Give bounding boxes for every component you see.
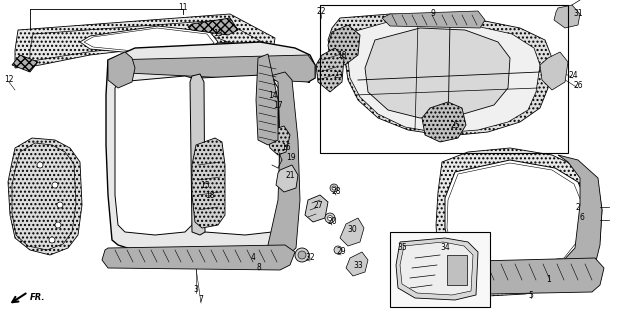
Polygon shape [115,76,195,235]
Text: 24: 24 [568,70,578,79]
Text: 33: 33 [353,260,363,269]
Bar [447,255,467,285]
Text: 34: 34 [440,244,450,252]
Text: 12: 12 [4,76,14,84]
Text: 6: 6 [580,212,585,221]
Text: 20: 20 [327,218,337,227]
Text: 3: 3 [193,285,198,294]
Polygon shape [328,14,552,136]
Text: 32: 32 [305,253,315,262]
Polygon shape [365,28,510,118]
Text: 35: 35 [397,243,407,252]
Polygon shape [382,11,485,28]
Circle shape [328,215,332,220]
Polygon shape [12,55,38,72]
Circle shape [298,251,306,259]
Polygon shape [106,42,315,262]
Text: 22: 22 [316,6,326,15]
Polygon shape [346,252,368,276]
Polygon shape [328,25,360,65]
Polygon shape [256,54,278,145]
Text: FR.: FR. [30,292,46,301]
Text: 26: 26 [573,81,583,90]
Polygon shape [8,138,82,255]
Circle shape [37,162,43,168]
Circle shape [49,237,55,243]
Text: 28: 28 [331,188,341,196]
Text: 29: 29 [336,247,346,257]
Polygon shape [102,245,295,270]
Circle shape [330,184,338,192]
Polygon shape [192,138,225,228]
Text: 30: 30 [347,226,357,235]
Polygon shape [188,18,238,35]
Text: 25: 25 [450,121,460,130]
Text: 5: 5 [528,291,533,300]
Text: 19: 19 [286,154,296,163]
Polygon shape [400,242,473,295]
Polygon shape [396,238,478,300]
Polygon shape [276,165,298,192]
Bar [390,232,490,307]
Text: 1: 1 [547,275,551,284]
Bar [320,5,568,153]
Polygon shape [554,5,580,28]
Circle shape [55,222,61,228]
Text: 16: 16 [281,143,291,153]
Polygon shape [190,74,205,235]
Text: 9: 9 [431,10,436,19]
Circle shape [52,182,58,188]
Text: 27: 27 [313,201,323,210]
Polygon shape [345,20,540,133]
Polygon shape [422,102,466,142]
Text: 14: 14 [268,91,278,100]
Circle shape [325,213,335,223]
Polygon shape [108,52,135,88]
Polygon shape [430,258,604,295]
Polygon shape [445,160,588,268]
Text: 18: 18 [205,190,214,199]
Polygon shape [558,155,602,282]
Text: 17: 17 [273,100,283,109]
Text: 23: 23 [333,70,343,79]
Polygon shape [436,148,602,296]
Text: 4: 4 [250,252,255,261]
Polygon shape [264,72,300,262]
Polygon shape [305,195,328,222]
Polygon shape [15,14,275,68]
Text: 11: 11 [178,3,188,12]
Text: 10: 10 [337,51,347,60]
Polygon shape [316,48,344,92]
Text: 2: 2 [575,203,580,212]
Polygon shape [80,26,218,55]
Circle shape [57,202,63,208]
Polygon shape [196,75,280,235]
Text: 8: 8 [256,262,261,271]
Text: 13: 13 [213,28,223,37]
Polygon shape [108,55,315,82]
Text: 15: 15 [200,180,210,189]
Circle shape [332,186,336,190]
Text: 21: 21 [286,171,295,180]
Text: 31: 31 [573,10,583,19]
Polygon shape [340,218,364,246]
Circle shape [295,248,309,262]
Circle shape [334,246,342,254]
Polygon shape [540,52,568,90]
Polygon shape [268,126,290,155]
Text: 7: 7 [198,295,203,305]
